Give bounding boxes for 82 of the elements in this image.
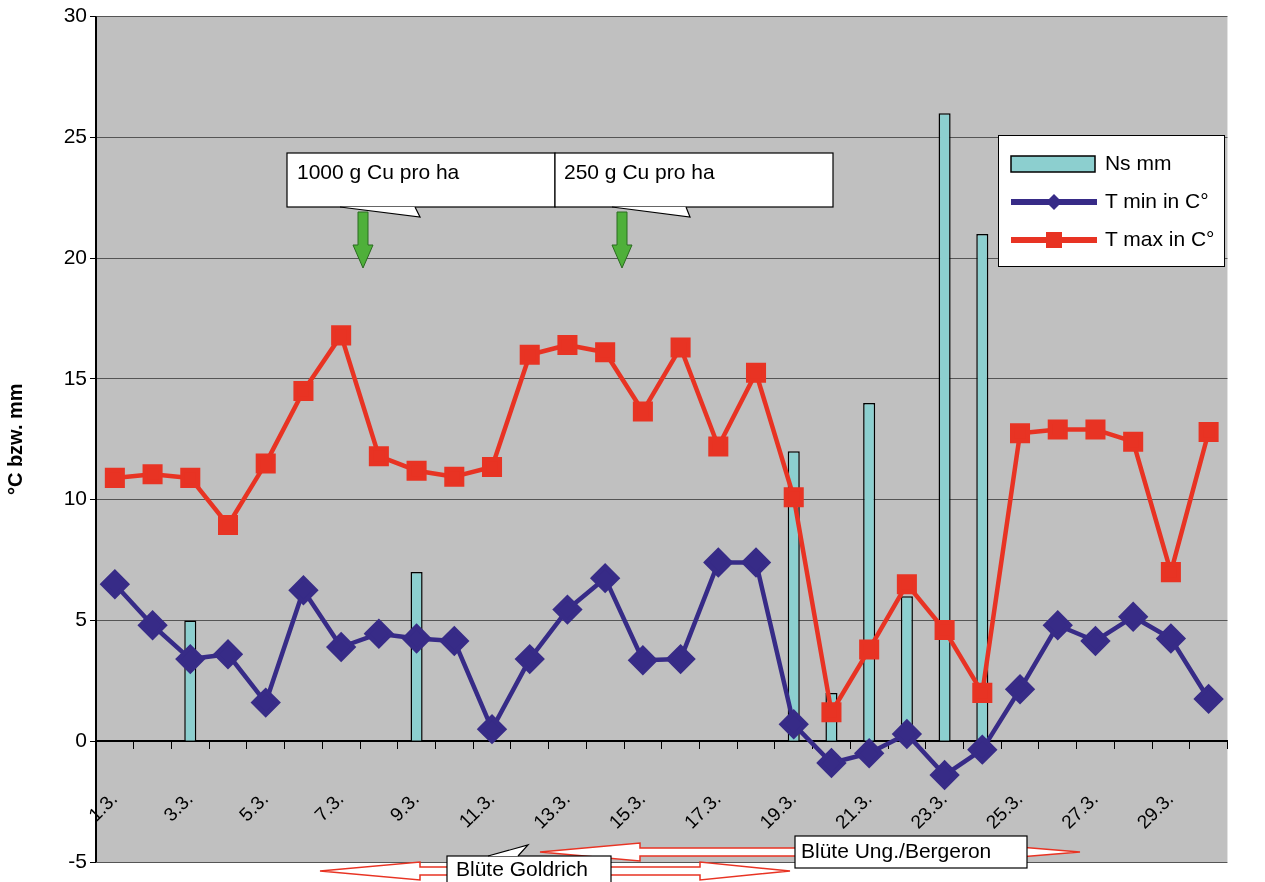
point [1005, 675, 1035, 704]
annotation: Blüte Goldrich [456, 857, 588, 881]
y-tick-label: 30 [63, 3, 87, 27]
point [331, 325, 352, 346]
y-tick-label: 25 [63, 124, 87, 148]
point [1047, 419, 1068, 440]
point [251, 688, 280, 717]
point [783, 487, 804, 508]
x-tick-label: 7.3. [310, 787, 348, 826]
point [1123, 431, 1144, 452]
point [859, 639, 880, 660]
point [440, 626, 469, 656]
point [1160, 562, 1181, 583]
point [708, 436, 729, 457]
point [142, 464, 163, 485]
point [104, 467, 125, 488]
legend-label: T max in C° [1104, 226, 1215, 251]
point [1010, 423, 1031, 444]
point [180, 467, 201, 488]
point [1043, 611, 1072, 640]
point [1118, 602, 1148, 632]
y-tick-label: -5 [68, 848, 87, 872]
x-tick-label: 3.3. [159, 787, 197, 826]
point [444, 466, 465, 487]
annotation: 250 g Cu pro ha [564, 160, 715, 184]
point [553, 595, 582, 624]
point [590, 563, 620, 593]
point [670, 337, 691, 358]
point [176, 644, 205, 674]
point [1198, 421, 1219, 443]
point [817, 748, 846, 778]
point [745, 362, 767, 383]
legend-label: T min in C° [1104, 188, 1209, 213]
point [213, 640, 243, 669]
point [632, 401, 653, 422]
point [704, 548, 733, 577]
point [1081, 626, 1110, 656]
point [892, 719, 922, 749]
point [100, 569, 130, 599]
point [255, 453, 276, 474]
point [595, 342, 616, 363]
point [854, 739, 884, 768]
point [481, 457, 503, 478]
point [477, 714, 507, 744]
point [326, 632, 356, 662]
point [138, 611, 167, 640]
y-tick-label: 5 [75, 607, 87, 631]
point [217, 514, 239, 536]
point [519, 344, 540, 365]
point [741, 548, 771, 577]
point [368, 446, 389, 467]
x-tick-label: 1.3. [84, 787, 122, 826]
point [666, 644, 695, 674]
point [1156, 624, 1186, 653]
y-axis-title: °C bzw. mm [3, 383, 26, 496]
point [293, 380, 314, 401]
point [557, 335, 578, 356]
point [1085, 419, 1106, 440]
y-tick-label: 10 [63, 486, 87, 510]
point [515, 644, 544, 674]
y-tick-label: 15 [63, 365, 87, 389]
point [968, 735, 997, 764]
point [406, 460, 427, 481]
annotation: Blüte Ung./Bergeron [801, 839, 992, 863]
point [779, 710, 808, 739]
x-tick-label: 11.3. [454, 787, 499, 832]
point [821, 702, 842, 723]
legend-label: Ns mm [1104, 150, 1172, 175]
point [364, 619, 394, 648]
point [289, 575, 318, 605]
point [402, 624, 431, 653]
y-tick-label: 20 [63, 244, 87, 268]
point [934, 620, 955, 641]
y-tick-label: 0 [75, 728, 87, 752]
point [972, 682, 993, 703]
point [1194, 684, 1223, 714]
x-tick-label: 9.3. [385, 787, 424, 826]
point [628, 646, 658, 675]
annotation: 1000 g Cu pro ha [297, 160, 460, 184]
point [930, 760, 959, 790]
x-tick-label: 5.3. [234, 787, 273, 826]
point [896, 574, 917, 595]
